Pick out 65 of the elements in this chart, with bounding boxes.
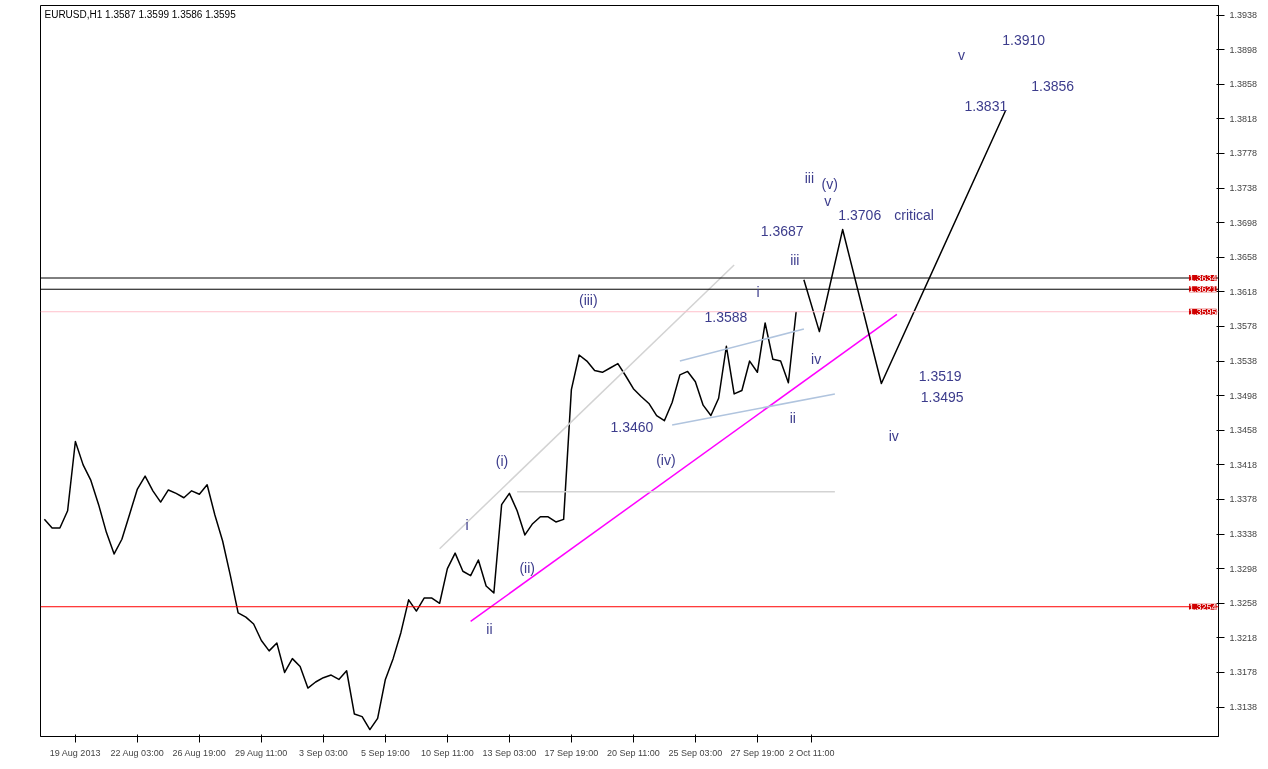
ref-line-label: 1.3254 (1188, 601, 1217, 612)
y-tick-label: 1.3738 (1229, 183, 1258, 194)
line-series (43, 310, 797, 731)
ref-line-label: 1.3634 (1188, 273, 1217, 283)
annotation: ii (789, 410, 796, 427)
annotation: (v) (821, 176, 838, 193)
x-tick-label: 13 Sep 03:00 (482, 747, 537, 758)
ref-line-label: 1.3621 (1188, 284, 1217, 295)
y-tick-label: 1.3858 (1229, 79, 1258, 90)
chart-title: EURUSD,H1 1.3587 1.3599 1.3586 1.3595 (44, 8, 237, 20)
y-tick-label: 1.3818 (1229, 113, 1258, 124)
y-tick-label: 1.3538 (1229, 356, 1258, 367)
annotation: 1.3588 (704, 308, 748, 325)
annotation: (i) (495, 452, 509, 469)
y-tick-label: 1.3298 (1229, 563, 1258, 574)
annotation: i (465, 517, 469, 534)
annotation: ii (486, 620, 493, 637)
annotation: 1.3831 (964, 98, 1008, 115)
y-tick-label: 1.3138 (1229, 702, 1258, 713)
annotation: i (756, 283, 760, 300)
annotation: critical (894, 206, 934, 223)
ref-line-label: 1.3595 (1188, 306, 1217, 317)
annotation: 1.3687 (760, 222, 804, 239)
y-tick-label: 1.3338 (1229, 529, 1258, 540)
annotation: 1.3910 (1002, 32, 1046, 49)
x-tick-label: 27 Sep 19:00 (730, 747, 785, 758)
y-tick-label: 1.3658 (1229, 252, 1258, 263)
y-tick-label: 1.3218 (1229, 632, 1258, 643)
y-tick-label: 1.3698 (1229, 217, 1258, 228)
y-tick-label: 1.3458 (1229, 425, 1258, 436)
x-tick-label: 22 Aug 03:00 (110, 747, 164, 758)
y-tick-label: 1.3418 (1229, 459, 1258, 470)
y-tick-label: 1.3778 (1229, 148, 1258, 159)
annotation: iv (888, 428, 899, 445)
y-tick-label: 1.3898 (1229, 44, 1258, 55)
x-tick-label: 19 Aug 2013 (49, 747, 101, 758)
x-tick-label: 25 Sep 03:00 (668, 747, 723, 758)
x-tick-label: 20 Sep 11:00 (606, 747, 660, 758)
x-tick-label: 17 Sep 19:00 (544, 747, 599, 758)
annotation: 1.3495 (920, 388, 964, 405)
y-tick-label: 1.3618 (1229, 286, 1258, 297)
annotation: iv (811, 351, 822, 368)
y-tick-label: 1.3178 (1229, 667, 1258, 678)
annotation: (ii) (519, 559, 535, 576)
annotation: 1.3706 (838, 206, 882, 223)
y-tick-label: 1.3258 (1229, 598, 1258, 609)
x-tick-label: 29 Aug 11:00 (234, 747, 288, 758)
annotation: 1.3856 (1031, 77, 1075, 94)
annotation: (iii) (578, 291, 598, 308)
annotation: 1.3460 (610, 419, 654, 436)
y-tick-label: 1.3498 (1229, 390, 1258, 401)
x-tick-label: 26 Aug 19:00 (172, 747, 226, 758)
annotation: 1.3519 (918, 367, 962, 384)
x-tick-label: 2 Oct 11:00 (788, 747, 835, 758)
annotation: v (958, 46, 966, 63)
annotation: v (824, 193, 832, 210)
annotation: (iv) (656, 451, 676, 468)
y-tick-label: 1.3938 (1229, 10, 1258, 21)
annotation: iii (804, 170, 815, 187)
annotation: iii (790, 252, 800, 269)
y-tick-label: 1.3378 (1229, 494, 1258, 505)
x-tick-label: 3 Sep 03:00 (299, 747, 348, 758)
x-tick-label: 5 Sep 19:00 (361, 747, 410, 758)
x-tick-label: 10 Sep 11:00 (420, 747, 474, 758)
y-tick-label: 1.3578 (1229, 321, 1258, 332)
